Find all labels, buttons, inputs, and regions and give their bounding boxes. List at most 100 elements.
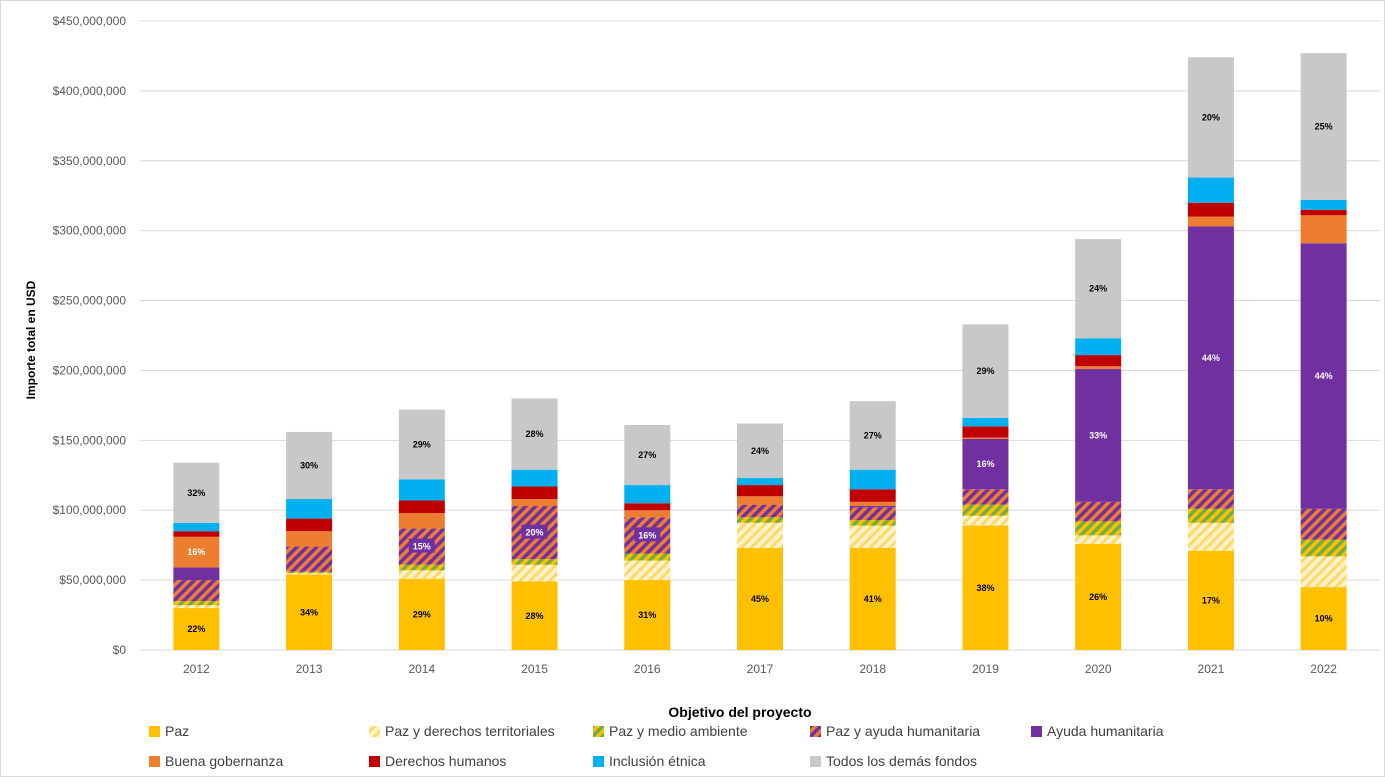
bar-segment-2018-7 xyxy=(849,469,896,490)
legend-swatch xyxy=(369,756,380,767)
legend-swatch xyxy=(810,756,821,767)
legend-item-label: Paz y derechos territoriales xyxy=(385,723,555,739)
gridlines xyxy=(140,20,1380,651)
bar-segment-2013-8 xyxy=(286,431,333,500)
bar-segment-2018-6 xyxy=(849,489,896,502)
bar-segment-2013-5 xyxy=(286,531,333,547)
bar-segment-2021-4 xyxy=(1187,226,1234,490)
x-tick-label: 2016 xyxy=(634,662,661,676)
data-label: 24% xyxy=(1089,284,1107,294)
legend-item-label: Paz y ayuda humanitaria xyxy=(826,723,980,739)
bars xyxy=(173,53,1347,650)
bar-segment-2018-1 xyxy=(849,525,896,548)
bar-segment-2021-3 xyxy=(1187,489,1234,509)
data-labels: 22% 16% 32% 34% 30% 29% 15% 29% 28% 20% 28% 31% 16% 2… xyxy=(187,112,1332,634)
bar-segment-2018-0 xyxy=(849,547,896,650)
data-label: 34% xyxy=(300,607,318,617)
bar-segment-2016-7 xyxy=(624,485,671,504)
data-label: 44% xyxy=(1315,371,1333,381)
x-tick-label: 2013 xyxy=(296,662,323,676)
y-tick-label: $400,000,000 xyxy=(53,84,127,98)
bar-segment-2021-8 xyxy=(1187,57,1234,178)
data-label: 28% xyxy=(526,611,544,621)
x-tick-label: 2017 xyxy=(747,662,774,676)
legend-item-label: Buena gobernanza xyxy=(165,753,284,769)
bar-segment-2015-2 xyxy=(511,559,558,565)
bar-segment-2013-2 xyxy=(286,571,333,574)
data-label: 17% xyxy=(1202,595,1220,605)
bar-segment-2015-0 xyxy=(511,581,558,650)
bar-segment-2018-3 xyxy=(849,507,896,521)
y-tick-label: $200,000,000 xyxy=(53,363,127,377)
x-tick-label: 2019 xyxy=(972,662,999,676)
bar-segment-2022-0 xyxy=(1300,587,1347,650)
bar-segment-2012-8 xyxy=(173,462,220,523)
data-label: 27% xyxy=(864,430,882,440)
bar-segment-2016-0 xyxy=(624,580,671,650)
bar-segment-2016-2 xyxy=(624,553,671,561)
bar-segment-2012-1 xyxy=(173,605,220,609)
data-label: 10% xyxy=(1315,614,1333,624)
bar-segment-2015-6 xyxy=(511,486,558,500)
bar-segment-2020-7 xyxy=(1075,338,1122,356)
data-label: 33% xyxy=(1089,430,1107,440)
legend-swatch xyxy=(593,756,604,767)
bar-segment-2014-1 xyxy=(398,570,445,579)
data-label: 24% xyxy=(751,446,769,456)
bar-segment-2018-5 xyxy=(849,501,896,507)
bar-segment-2012-3 xyxy=(173,580,220,602)
bar-segment-2022-6 xyxy=(1300,209,1347,216)
data-label: 38% xyxy=(976,583,994,593)
bar-segment-2012-7 xyxy=(173,522,220,532)
y-axis-title: Importe total en USD xyxy=(24,280,38,399)
legend-swatch xyxy=(149,756,160,767)
legend-swatch xyxy=(149,726,160,737)
bar-segment-2019-5 xyxy=(962,437,1009,439)
y-tick-label: $300,000,000 xyxy=(53,224,127,238)
y-tick-label: $100,000,000 xyxy=(53,503,127,517)
x-tick-label: 2021 xyxy=(1198,662,1225,676)
legend-item-label: Inclusión étnica xyxy=(609,753,706,769)
y-tick-label: $0 xyxy=(113,643,127,657)
bar-segment-2017-0 xyxy=(737,547,783,650)
data-label: 28% xyxy=(526,429,544,439)
bar-segment-2017-2 xyxy=(737,517,783,523)
bar-segment-2022-7 xyxy=(1300,199,1347,210)
bar-segment-2020-2 xyxy=(1075,521,1122,536)
bar-segment-2020-8 xyxy=(1075,239,1122,339)
bar-segment-2014-2 xyxy=(398,564,445,571)
bar-segment-2015-7 xyxy=(511,469,558,487)
bar-segment-2014-7 xyxy=(398,479,445,501)
bar-segment-2022-5 xyxy=(1300,215,1347,244)
bar-segment-2012-0 xyxy=(173,608,220,650)
bar-segment-2015-5 xyxy=(511,499,558,507)
bar-segment-2021-7 xyxy=(1187,177,1234,203)
x-tick-label: 2020 xyxy=(1085,662,1112,676)
bar-segment-2018-8 xyxy=(849,401,896,470)
legend-item-label: Todos los demás fondos xyxy=(826,753,977,769)
x-tick-label: 2022 xyxy=(1310,662,1337,676)
bar-segment-2018-2 xyxy=(849,520,896,526)
bar-segment-2022-4 xyxy=(1300,243,1347,509)
bar-segment-2013-6 xyxy=(286,518,333,532)
legend: Paz Paz y derechos territoriales Paz y med… xyxy=(149,723,1164,769)
bar-segment-2018-4 xyxy=(849,506,896,508)
legend-item-label: Ayuda humanitaria xyxy=(1047,723,1164,739)
data-label: 45% xyxy=(751,594,769,604)
data-label: 20% xyxy=(526,528,544,538)
data-label: 26% xyxy=(1089,592,1107,602)
bar-segment-2014-0 xyxy=(398,578,445,650)
bar-segment-2019-2 xyxy=(962,504,1009,516)
data-label: 16% xyxy=(638,530,656,540)
bar-segment-2022-3 xyxy=(1300,508,1347,540)
data-label: 41% xyxy=(864,594,882,604)
data-label-bg xyxy=(634,527,661,542)
bar-segment-2019-1 xyxy=(962,515,1009,526)
bar-segment-2021-6 xyxy=(1187,202,1234,217)
data-label-bg xyxy=(408,538,435,553)
y-axis-tick-labels: $0 $50,000,000 $100,000,000 $150,000,000 $20… xyxy=(53,14,127,657)
bar-segment-2019-3 xyxy=(962,489,1009,505)
legend-title: Objetivo del proyecto xyxy=(668,704,811,720)
bar-segment-2020-5 xyxy=(1075,366,1122,370)
